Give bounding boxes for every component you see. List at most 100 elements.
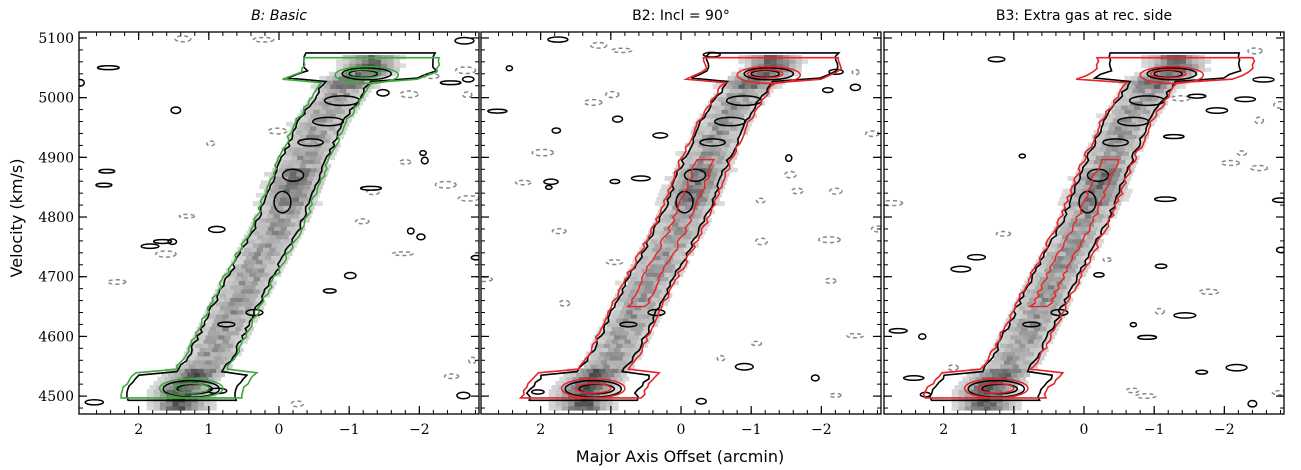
noise-contour-negative — [551, 227, 567, 235]
intensity-pixel — [575, 372, 583, 378]
noise-contour-positive — [611, 115, 624, 123]
intensity-pixel — [654, 288, 662, 294]
intensity-pixel — [995, 389, 1003, 394]
model-contour-outer — [120, 56, 441, 399]
intensity-pixel — [598, 339, 606, 344]
intensity-pixel — [588, 372, 596, 378]
intensity-pixel — [331, 100, 338, 106]
intensity-pixel — [263, 268, 271, 273]
intensity-pixel — [303, 126, 310, 131]
noise-contour-negative — [155, 250, 177, 258]
intensity-pixel — [769, 59, 777, 64]
intensity-pixel — [694, 121, 702, 127]
data-contour-inner — [1102, 138, 1129, 147]
noise-contour-positive — [734, 362, 754, 371]
intensity-pixel — [683, 247, 691, 252]
intensity-pixel — [587, 359, 595, 365]
intensity-pixel — [1169, 88, 1177, 94]
intensity-pixel — [692, 155, 700, 160]
intensity-pixel — [1014, 401, 1022, 407]
intensity-pixel — [238, 330, 246, 336]
intensity-pixel — [296, 201, 304, 206]
intensity-pixel — [737, 113, 745, 119]
data-contour-inner — [1022, 321, 1041, 328]
intensity-pixel — [299, 134, 307, 140]
intensity-pixel — [648, 301, 656, 307]
intensity-pixel — [226, 330, 233, 336]
intensity-pixel — [985, 372, 993, 378]
intensity-pixel — [606, 359, 614, 365]
intensity-pixel — [1122, 197, 1130, 202]
intensity-pixel — [219, 330, 227, 336]
intensity-pixel — [1109, 197, 1117, 202]
intensity-pixel — [720, 163, 727, 169]
intensity-pixel — [766, 88, 774, 94]
intensity-pixel — [252, 201, 260, 206]
intensity-pixel — [234, 301, 241, 307]
intensity-pixel — [1001, 351, 1009, 357]
intensity-pixel — [1084, 226, 1092, 231]
intensity-pixel — [601, 372, 609, 378]
intensity-pixel — [337, 134, 345, 140]
intensity-pixel — [1088, 171, 1095, 177]
noise-contour-positive — [702, 51, 721, 58]
intensity-pixel — [675, 226, 683, 231]
intensity-pixel — [285, 197, 293, 202]
intensity-pixel — [203, 389, 211, 394]
intensity-pixel — [599, 389, 607, 394]
intensity-pixel — [307, 130, 315, 135]
intensity-pixel — [1089, 217, 1096, 223]
intensity-pixel — [274, 192, 282, 198]
intensity-pixel — [342, 59, 350, 64]
intensity-pixel — [253, 276, 261, 282]
intensity-pixel — [710, 188, 717, 194]
intensity-pixel — [661, 288, 669, 294]
intensity-pixel — [1117, 100, 1124, 106]
intensity-pixel — [607, 334, 614, 340]
intensity-pixel — [261, 226, 268, 231]
intensity-pixel — [625, 309, 633, 315]
noise-contour-negative — [1170, 95, 1191, 102]
intensity-pixel — [1114, 201, 1122, 206]
intensity-pixel — [213, 305, 220, 311]
intensity-pixel — [1131, 80, 1138, 85]
data-contour-inner — [245, 308, 264, 317]
intensity-pixel — [1116, 92, 1124, 98]
intensity-pixel — [284, 184, 292, 190]
intensity-pixel — [1103, 180, 1111, 186]
intensity-pixel — [706, 151, 714, 156]
intensity-pixel — [603, 355, 611, 361]
intensity-pixel — [308, 171, 316, 177]
intensity-pixel — [1128, 121, 1136, 127]
intensity-pixel — [1078, 213, 1085, 219]
noise-contour-positive — [1137, 334, 1158, 341]
intensity-pixel — [279, 238, 287, 244]
intensity-pixel — [711, 167, 719, 173]
intensity-pixel — [972, 372, 980, 378]
intensity-pixel — [211, 322, 219, 328]
intensity-pixel — [624, 339, 631, 344]
intensity-pixel — [269, 222, 277, 227]
intensity-pixel — [332, 80, 340, 85]
intensity-pixel — [178, 405, 186, 411]
intensity-pixel — [623, 314, 631, 319]
intensity-pixel — [213, 318, 221, 323]
intensity-pixel — [1054, 272, 1061, 277]
intensity-pixel — [625, 322, 633, 328]
intensity-pixel — [646, 280, 654, 286]
intensity-pixel — [194, 355, 202, 361]
intensity-pixel — [1123, 134, 1131, 140]
intensity-pixel — [1020, 314, 1028, 319]
intensity-pixel — [305, 163, 313, 169]
panel-2: 2 1 0 −1 −2B2: Incl = 90° — [480, 8, 882, 438]
intensity-pixel — [714, 134, 721, 140]
noise-contour-positive — [1154, 263, 1168, 270]
intensity-pixel — [328, 155, 335, 160]
intensity-pixel — [548, 401, 556, 407]
intensity-pixel — [692, 184, 700, 190]
intensity-pixel — [1131, 117, 1138, 123]
intensity-pixel — [1011, 385, 1019, 390]
intensity-pixel — [1049, 293, 1057, 298]
intensity-pixel — [672, 171, 680, 177]
intensity-pixel — [271, 217, 279, 223]
